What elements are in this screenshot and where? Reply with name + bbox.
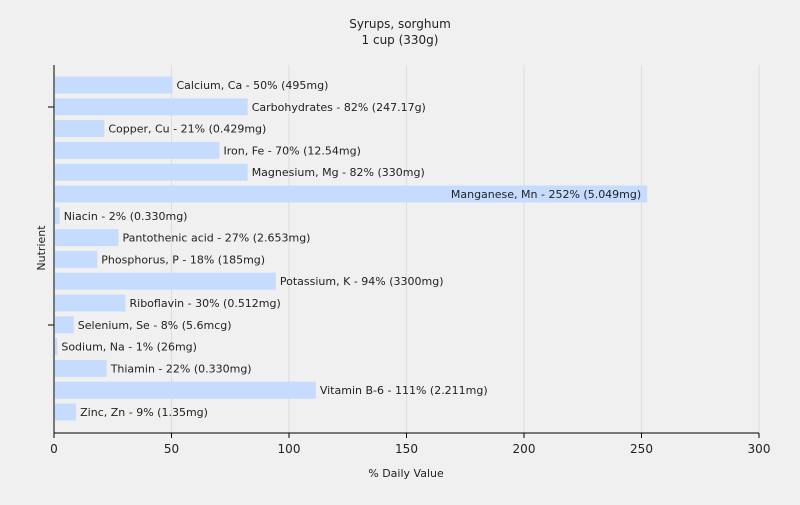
bar: [55, 229, 119, 247]
chart-subtitle: 1 cup (330g): [362, 33, 439, 47]
y-axis-label: Nutrient: [35, 225, 48, 271]
bar-label: Potassium, K - 94% (3300mg): [280, 275, 444, 288]
bar-label: Calcium, Ca - 50% (495mg): [177, 79, 329, 92]
bar: [55, 381, 316, 399]
x-tick-label: 200: [513, 442, 536, 456]
bar-label: Zinc, Zn - 9% (1.35mg): [80, 406, 208, 419]
bar: [55, 403, 77, 421]
bar-label: Iron, Fe - 70% (12.54mg): [224, 144, 361, 157]
bar: [55, 141, 220, 159]
x-axis-label: % Daily Value: [368, 467, 444, 480]
bar-label: Selenium, Se - 8% (5.6mcg): [78, 319, 232, 332]
bar-label: Vitamin B-6 - 111% (2.211mg): [320, 384, 488, 397]
x-tick-label: 300: [748, 442, 771, 456]
bar: [55, 316, 74, 334]
bar: [55, 294, 126, 312]
bar-label: Riboflavin - 30% (0.512mg): [130, 297, 281, 310]
bar-label: Copper, Cu - 21% (0.429mg): [108, 123, 266, 136]
bar-label: Manganese, Mn - 252% (5.049mg): [451, 188, 641, 201]
bar-label: Carbohydrates - 82% (247.17g): [252, 101, 426, 114]
bar: [55, 98, 248, 116]
bar: [55, 207, 60, 225]
bar: [55, 185, 648, 203]
bar: [55, 250, 98, 268]
bar: [55, 272, 276, 290]
bar: [55, 76, 173, 94]
bar-label: Magnesium, Mg - 82% (330mg): [252, 166, 425, 179]
bar: [55, 359, 107, 377]
x-tick-label: 100: [278, 442, 301, 456]
x-tick-labels: 0 50 100 150 200 250 300: [50, 442, 770, 456]
x-tick-label: 250: [630, 442, 653, 456]
x-tick-label: 150: [395, 442, 418, 456]
axes: [48, 65, 760, 438]
bar-label: Niacin - 2% (0.330mg): [64, 210, 188, 223]
bar-label: Pantothenic acid - 27% (2.653mg): [122, 232, 310, 245]
grid-lines: [171, 65, 760, 433]
bar: [55, 120, 105, 138]
x-tick-label: 0: [50, 442, 58, 456]
bar: [55, 338, 58, 356]
bar: [55, 163, 248, 181]
bar-label: Phosphorus, P - 18% (185mg): [101, 253, 265, 266]
bar-label: Thiamin - 22% (0.330mg): [110, 362, 252, 375]
bars: Calcium, Ca - 50% (495mg) Carbohydrates -…: [55, 76, 648, 421]
bar-label: Sodium, Na - 1% (26mg): [61, 341, 197, 354]
x-tick-label: 50: [164, 442, 179, 456]
chart-title: Syrups, sorghum: [349, 17, 451, 31]
